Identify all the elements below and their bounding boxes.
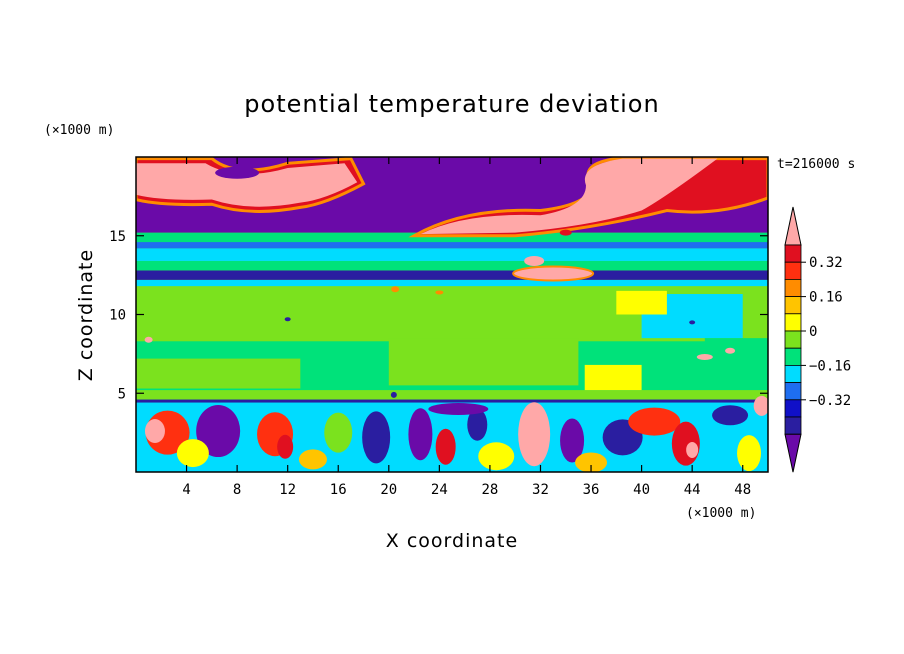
- field-spot: [689, 320, 696, 325]
- colorbar-segment: [784, 261, 802, 280]
- field-blob: [753, 395, 768, 416]
- x-tick-label: 48: [734, 482, 751, 498]
- field-blob: [298, 449, 327, 470]
- field-spot: [696, 354, 713, 361]
- y-axis: 5 10 15: [109, 229, 768, 402]
- field-patch: [616, 290, 667, 315]
- field-blob: [435, 428, 456, 465]
- field-blob: [512, 265, 595, 282]
- field-spot: [559, 229, 572, 236]
- x-tick-label: 40: [633, 482, 650, 498]
- field-patch: [136, 358, 301, 389]
- x-tick-label: 12: [279, 482, 296, 498]
- y-tick-label: 10: [109, 308, 126, 324]
- x-tick-label: 36: [583, 482, 600, 498]
- field-blob: [575, 452, 608, 472]
- field-blob: [215, 166, 260, 179]
- field-spot: [284, 317, 291, 322]
- field-blob: [686, 441, 699, 458]
- colorbar-extend-top: [784, 206, 802, 246]
- x-units-label: (×1000 m): [686, 506, 756, 521]
- field-band: [136, 242, 768, 249]
- field-patch: [388, 338, 579, 386]
- x-axis: 4 8 12 16 20 24 28 32 36 40 44 48: [182, 157, 751, 498]
- x-tick-label: 8: [233, 482, 241, 498]
- field-blob: [408, 408, 433, 461]
- y-units-label: (×1000 m): [44, 123, 114, 138]
- field-band: [136, 232, 768, 243]
- field-blob: [712, 405, 749, 426]
- field-blob: [196, 405, 241, 458]
- field-band: [136, 270, 768, 280]
- y-axis-label: Z coordinate: [75, 249, 97, 381]
- x-tick-label: 32: [532, 482, 549, 498]
- field-spot: [144, 336, 153, 343]
- colorbar-segment: [784, 313, 802, 332]
- x-axis-label: X coordinate: [386, 530, 518, 552]
- colorbar-tick-label: 0.32: [809, 255, 843, 271]
- field-blob: [560, 418, 585, 463]
- colorbar-tick-label: −0.16: [809, 358, 851, 374]
- field-blob: [628, 407, 681, 436]
- colorbar-segment: [784, 296, 802, 315]
- field-patch: [704, 338, 768, 386]
- field-blob: [136, 163, 358, 207]
- field-blob: [176, 439, 209, 468]
- field-patch: [584, 364, 642, 391]
- field-blob: [324, 412, 353, 453]
- field-blob: [144, 419, 165, 444]
- x-tick-label: 20: [380, 482, 397, 498]
- chart-title: potential temperature deviation: [244, 90, 659, 118]
- colorbar-segment: [784, 399, 802, 418]
- colorbar-segment: [784, 244, 802, 263]
- colorbar-tick-label: 0.16: [809, 290, 843, 306]
- field-spot: [391, 286, 400, 293]
- y-tick-label: 15: [109, 229, 126, 245]
- time-label: t=216000 s: [777, 157, 855, 172]
- colorbar-extend-bottom: [784, 433, 802, 473]
- x-tick-label: 44: [684, 482, 701, 498]
- y-tick-label: 5: [118, 386, 126, 402]
- colorbar-segment: [784, 278, 802, 297]
- x-tick-label: 16: [330, 482, 347, 498]
- field-blob: [518, 402, 551, 467]
- field-blob: [362, 411, 391, 464]
- colorbar: 0.32 0.16 0 −0.16 −0.32: [784, 206, 851, 473]
- field-blob: [428, 403, 489, 415]
- colorbar-segment: [784, 330, 802, 349]
- field-blob: [737, 435, 762, 472]
- field-blob: [277, 434, 294, 459]
- field-blob: [467, 408, 488, 441]
- x-tick-label: 4: [182, 482, 190, 498]
- field-band: [136, 279, 768, 287]
- field-spot: [390, 391, 397, 398]
- colorbar-segment: [784, 416, 802, 435]
- field-spot: [725, 347, 736, 354]
- field-band: [136, 248, 768, 261]
- field-lower-edge: [136, 399, 768, 403]
- field-blob: [524, 255, 545, 266]
- colorbar-segment: [784, 382, 802, 401]
- colorbar-segment: [784, 364, 802, 383]
- contour-field: [136, 157, 768, 472]
- field-blob: [478, 442, 515, 471]
- x-tick-label: 28: [481, 482, 498, 498]
- field-spot: [435, 290, 444, 295]
- field-band: [136, 260, 768, 271]
- colorbar-tick-label: 0: [809, 324, 817, 340]
- x-tick-label: 24: [431, 482, 448, 498]
- field-blob: [420, 158, 718, 235]
- colorbar-tick-label: −0.32: [809, 393, 851, 409]
- colorbar-segment: [784, 347, 802, 366]
